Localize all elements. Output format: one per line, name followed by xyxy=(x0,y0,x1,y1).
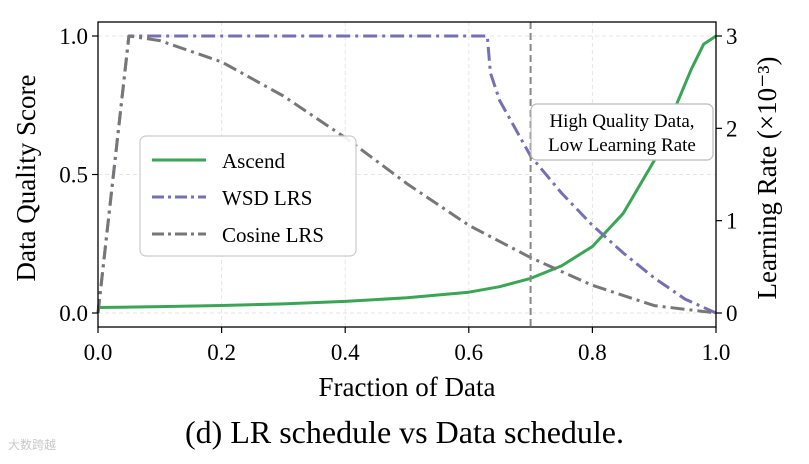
legend: Ascend WSD LRS Cosine LRS xyxy=(139,135,357,257)
y-tick-label-right: 2 xyxy=(726,116,738,141)
annotation-box: High Quality Data, Low Learning Rate xyxy=(530,103,714,161)
annotation-line-1: High Quality Data, xyxy=(549,111,694,132)
watermark: 大数跨越 xyxy=(8,438,57,452)
x-tick-label: 1.0 xyxy=(702,340,731,365)
x-axis-label: Fraction of Data xyxy=(319,372,496,402)
x-tick-label: 0.4 xyxy=(331,340,360,365)
x-tick-label: 0.2 xyxy=(207,340,236,365)
grid xyxy=(97,22,717,327)
y-axis-label-left: Data Quality Score xyxy=(11,75,41,282)
series-line-wsd-lrs xyxy=(96,34,717,315)
figure-caption: (d) LR schedule vs Data schedule. xyxy=(185,414,624,450)
x-tick-label: 0.8 xyxy=(578,340,607,365)
y-tick-label-left: 0.0 xyxy=(59,301,88,326)
legend-label: Cosine LRS xyxy=(222,223,324,247)
series-line-cosine-lrs xyxy=(96,34,717,315)
legend-label: Ascend xyxy=(222,149,285,173)
x-tick-label: 0.0 xyxy=(84,340,113,365)
x-tick-label: 0.6 xyxy=(454,340,483,365)
y-tick-label-right: 1 xyxy=(726,209,738,234)
annotation-line-2: Low Learning Rate xyxy=(548,135,696,156)
y-tick-label-left: 1.0 xyxy=(59,24,88,49)
legend-label: WSD LRS xyxy=(222,186,312,210)
chart: 0.0 0.2 0.4 0.6 0.8 1.0 0.0 0.5 1.0 0 1 2 3 Fraction… xyxy=(11,21,782,402)
y-tick-label-right: 3 xyxy=(726,24,738,49)
y-tick-label-right: 0 xyxy=(726,301,738,326)
y-tick-label-left: 0.5 xyxy=(59,163,88,188)
y-axis-label-right: Learning Rate (×10⁻³) xyxy=(752,57,782,300)
ticks: 0.0 0.2 0.4 0.6 0.8 1.0 0.0 0.5 1.0 0 1 2 3 xyxy=(59,24,737,365)
